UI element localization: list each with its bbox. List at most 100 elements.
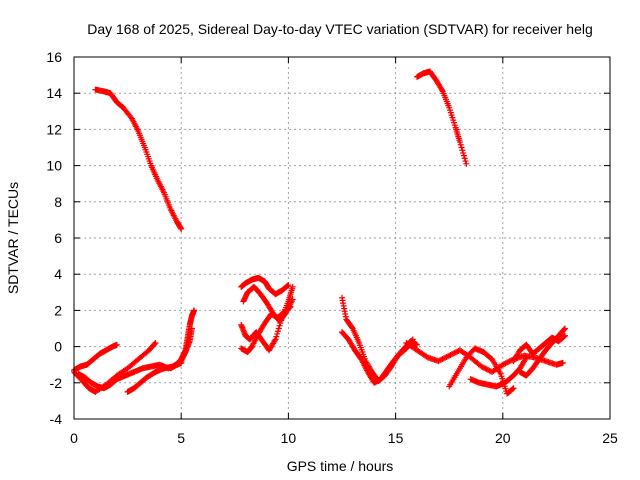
data-point	[509, 385, 516, 392]
x-tick-label: 5	[177, 430, 185, 446]
y-tick-label: 2	[54, 302, 62, 318]
y-tick-label: 14	[46, 85, 62, 101]
series-arc-17	[516, 325, 568, 379]
data-point	[448, 351, 455, 358]
data-point	[440, 355, 447, 362]
series-arc-16	[467, 354, 530, 390]
data-point	[285, 282, 292, 289]
data-point	[460, 149, 467, 156]
data-point	[561, 333, 568, 340]
data-point	[271, 337, 278, 344]
x-tick-label: 10	[281, 430, 297, 446]
data-point	[485, 366, 492, 373]
data-point	[561, 332, 568, 339]
data-point	[423, 353, 430, 360]
x-tick-label: 15	[388, 430, 404, 446]
data-point	[438, 356, 445, 363]
data-point	[408, 337, 415, 344]
x-tick-label: 0	[70, 430, 78, 446]
tick-labels: 0 5 10 15 20 25 -4 -2 0 2 4 6 8 10 12 14 16	[46, 49, 618, 446]
data-point	[443, 354, 450, 361]
data-point	[482, 365, 489, 372]
data-points	[71, 68, 568, 397]
series-arc-2	[414, 68, 470, 167]
data-point	[456, 139, 463, 146]
data-point	[289, 283, 296, 290]
data-point	[274, 330, 281, 337]
data-point	[113, 341, 120, 348]
data-point	[438, 87, 445, 94]
data-point	[499, 361, 506, 368]
data-point	[523, 354, 530, 361]
series-arc-9	[238, 274, 292, 298]
series-arc-4	[71, 341, 120, 374]
data-point	[446, 352, 453, 359]
data-point	[559, 359, 566, 366]
data-point	[152, 339, 159, 346]
data-point	[522, 355, 529, 362]
data-point	[272, 336, 279, 343]
y-tick-label: 8	[54, 194, 62, 210]
data-point	[436, 357, 443, 364]
data-point	[151, 340, 158, 347]
data-point	[460, 152, 467, 159]
data-point	[178, 225, 185, 232]
data-point	[442, 354, 449, 361]
data-point	[275, 325, 282, 332]
data-point	[451, 349, 458, 356]
data-point	[191, 307, 198, 314]
data-point	[505, 358, 512, 365]
data-point	[274, 328, 281, 335]
data-point	[439, 356, 446, 363]
series-arc-1	[92, 86, 185, 232]
y-tick-label: 10	[46, 158, 62, 174]
y-tick-label: 6	[54, 230, 62, 246]
data-point	[501, 361, 508, 368]
series-arc-15	[446, 345, 517, 397]
series-arc-7	[167, 307, 198, 372]
data-point	[458, 144, 465, 151]
data-point	[463, 160, 470, 167]
data-point	[450, 350, 457, 357]
data-point	[561, 326, 568, 333]
data-point	[459, 147, 466, 154]
data-point	[457, 141, 464, 148]
series-arc-5	[75, 359, 185, 392]
data-point	[481, 364, 488, 371]
data-point	[284, 282, 291, 289]
data-point	[452, 349, 459, 356]
y-tick-label: -4	[50, 411, 63, 427]
data-point	[435, 358, 442, 365]
data-point	[277, 320, 284, 327]
data-point	[510, 385, 517, 392]
data-point	[278, 317, 285, 324]
data-point	[478, 363, 485, 370]
chart-title: Day 168 of 2025, Sidereal Day-to-day VTE…	[87, 21, 593, 37]
y-tick-label: -2	[50, 375, 63, 391]
series-arc-18	[510, 332, 568, 365]
data-point	[461, 155, 468, 162]
series-arc-11	[238, 283, 296, 354]
axis-ticks	[73, 56, 611, 420]
data-point	[503, 359, 510, 366]
data-point	[414, 341, 421, 348]
data-point	[502, 360, 509, 367]
y-axis-label: SDTVAR / TECUs	[5, 182, 21, 294]
x-tick-label: 20	[495, 430, 511, 446]
y-tick-label: 12	[46, 121, 62, 137]
data-point	[273, 333, 280, 340]
x-axis-label: GPS time / hours	[287, 458, 394, 474]
data-point	[444, 353, 451, 360]
data-point	[561, 325, 568, 332]
y-tick-label: 0	[54, 339, 62, 355]
data-point	[409, 336, 416, 343]
data-point	[462, 158, 469, 165]
y-tick-label: 16	[46, 49, 62, 65]
x-tick-label: 25	[602, 430, 618, 446]
data-point	[447, 351, 454, 358]
data-point	[479, 364, 486, 371]
data-point	[276, 322, 283, 329]
y-tick-label: 4	[54, 266, 62, 282]
data-point	[483, 366, 490, 373]
